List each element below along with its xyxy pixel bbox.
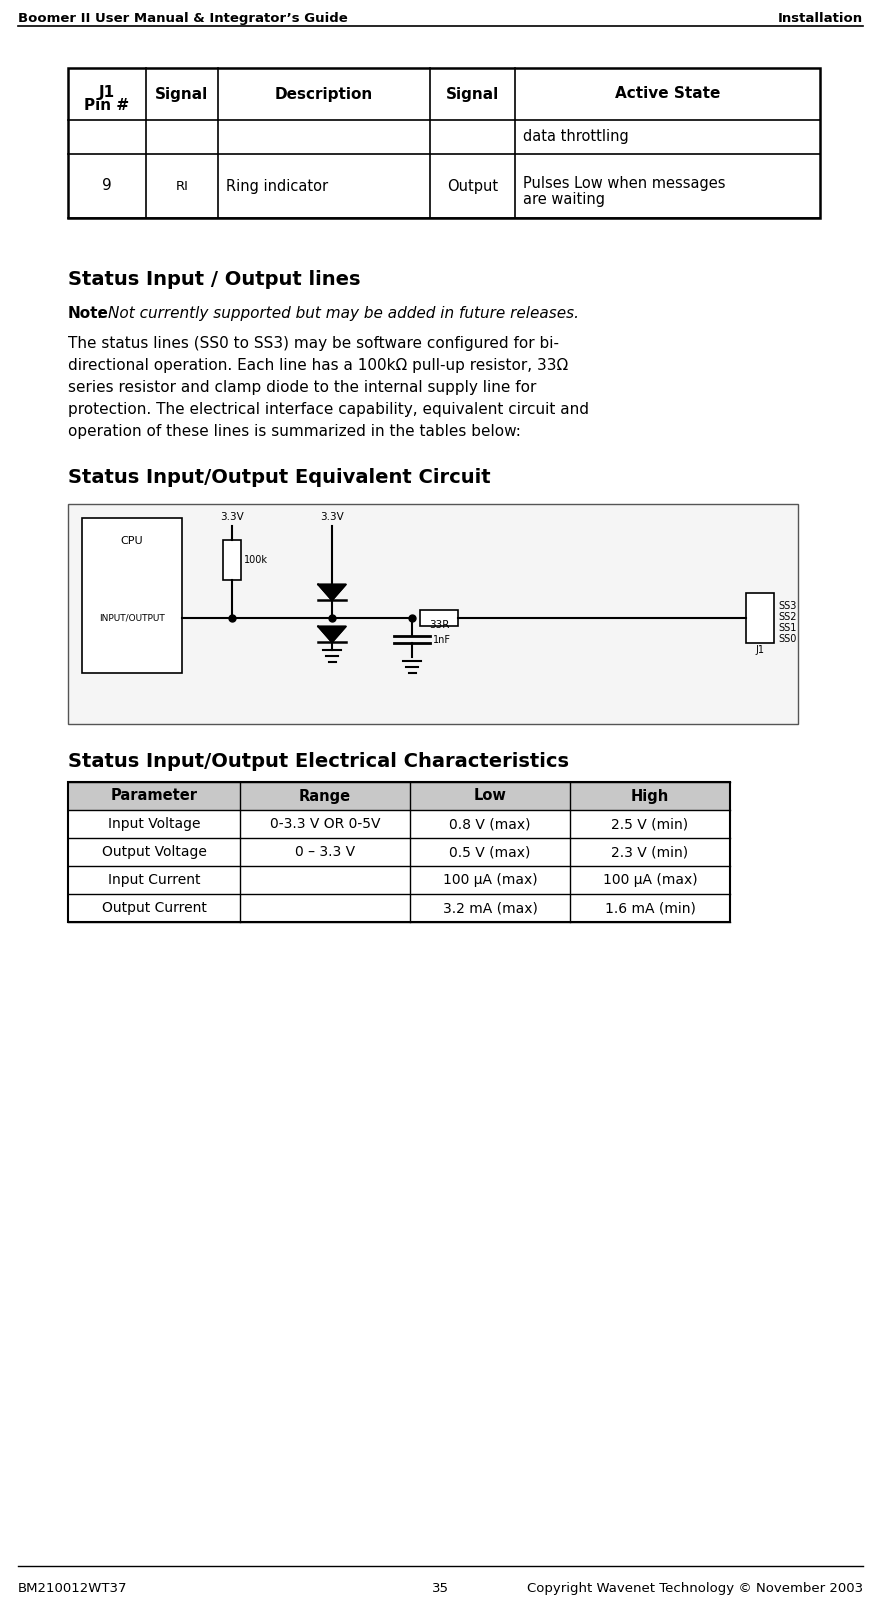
Text: 0.5 V (max): 0.5 V (max) (449, 845, 530, 860)
Text: 33R: 33R (429, 621, 449, 630)
Text: J1: J1 (756, 645, 765, 656)
Text: 3.3V: 3.3V (320, 512, 344, 521)
Text: Parameter: Parameter (110, 789, 197, 804)
Text: 2.3 V (min): 2.3 V (min) (611, 845, 689, 860)
Text: Input Voltage: Input Voltage (107, 816, 200, 831)
Text: Installation: Installation (778, 11, 863, 26)
Text: protection. The electrical interface capability, equivalent circuit and: protection. The electrical interface cap… (68, 403, 589, 417)
Text: 3.3V: 3.3V (220, 512, 244, 521)
Bar (68, 67, 820, 218)
Bar (420, 611, 458, 627)
Text: Note: Note (68, 306, 109, 321)
Text: 3.2 mA (max): 3.2 mA (max) (442, 901, 537, 914)
Text: Output Voltage: Output Voltage (101, 845, 206, 860)
Text: 1.6 mA (min): 1.6 mA (min) (604, 901, 695, 914)
Text: 9: 9 (102, 178, 112, 194)
Text: Signal: Signal (446, 87, 500, 101)
Bar (68, 783, 730, 922)
Text: Signal: Signal (155, 87, 209, 101)
Text: 0.8 V (max): 0.8 V (max) (449, 816, 530, 831)
Text: Copyright Wavenet Technology © November 2003: Copyright Wavenet Technology © November … (527, 1582, 863, 1594)
Text: 100 µA (max): 100 µA (max) (603, 873, 698, 887)
Text: SS3: SS3 (778, 602, 796, 611)
Text: 0-3.3 V OR 0-5V: 0-3.3 V OR 0-5V (270, 816, 381, 831)
Text: Output Current: Output Current (101, 901, 206, 914)
Text: High: High (631, 789, 670, 804)
Text: Status Input/Output Equivalent Circuit: Status Input/Output Equivalent Circuit (68, 468, 491, 488)
Text: : Not currently supported but may be added in future releases.: : Not currently supported but may be add… (98, 306, 579, 321)
Text: BM210012WT37: BM210012WT37 (18, 1582, 128, 1594)
Text: Ring indicator: Ring indicator (226, 178, 328, 194)
Text: INPUT/OUTPUT: INPUT/OUTPUT (100, 614, 165, 622)
Text: Status Input / Output lines: Status Input / Output lines (68, 269, 360, 289)
Text: J1: J1 (99, 85, 115, 99)
Bar (68, 783, 730, 810)
Bar (223, 541, 241, 581)
Text: 100k: 100k (244, 555, 268, 565)
Text: SS0: SS0 (778, 635, 796, 645)
Text: Description: Description (275, 87, 374, 101)
Text: Status Input/Output Electrical Characteristics: Status Input/Output Electrical Character… (68, 752, 569, 772)
Text: Active State: Active State (615, 87, 720, 101)
Text: The status lines (SS0 to SS3) may be software configured for bi-: The status lines (SS0 to SS3) may be sof… (68, 335, 559, 351)
Bar (68, 504, 798, 723)
Polygon shape (318, 584, 346, 600)
Text: Pin #: Pin # (85, 98, 130, 112)
Text: 35: 35 (432, 1582, 448, 1594)
Text: SS1: SS1 (778, 624, 796, 634)
Text: CPU: CPU (121, 536, 144, 545)
Bar (82, 518, 182, 674)
Text: 100 µA (max): 100 µA (max) (442, 873, 537, 887)
Text: RI: RI (175, 180, 189, 192)
Text: 2.5 V (min): 2.5 V (min) (611, 816, 689, 831)
Text: Range: Range (299, 789, 351, 804)
Text: are waiting: are waiting (523, 192, 605, 207)
Text: Output: Output (447, 178, 498, 194)
Text: series resistor and clamp diode to the internal supply line for: series resistor and clamp diode to the i… (68, 380, 537, 395)
Text: 1nF: 1nF (433, 635, 451, 645)
Text: directional operation. Each line has a 100kΩ pull-up resistor, 33Ω: directional operation. Each line has a 1… (68, 358, 568, 374)
Text: Pulses Low when messages: Pulses Low when messages (523, 176, 725, 191)
Text: Low: Low (474, 789, 507, 804)
Bar (746, 593, 774, 643)
Text: Input Current: Input Current (107, 873, 200, 887)
Text: operation of these lines is summarized in the tables below:: operation of these lines is summarized i… (68, 423, 521, 439)
Text: 0 – 3.3 V: 0 – 3.3 V (295, 845, 355, 860)
Text: data throttling: data throttling (523, 130, 629, 144)
Text: SS2: SS2 (778, 613, 796, 622)
Text: Boomer II User Manual & Integrator’s Guide: Boomer II User Manual & Integrator’s Gui… (18, 11, 348, 26)
Polygon shape (318, 627, 346, 642)
